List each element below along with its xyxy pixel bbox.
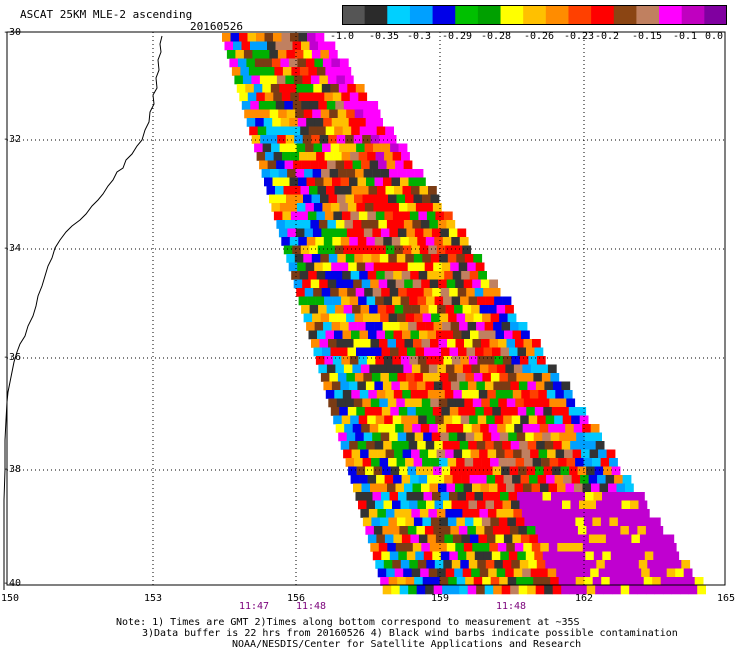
lat-tick-label: -34 — [3, 243, 22, 254]
lon-tick-label: 165 — [716, 593, 736, 604]
time-label: 11:48 — [495, 601, 527, 612]
lat-tick-label: -36 — [3, 352, 22, 363]
time-label: 11:48 — [295, 601, 327, 612]
map-date: 20160526 — [190, 20, 243, 33]
legend-color-swatch — [342, 5, 366, 25]
color-legend: -1.0 -0.35 -0.3 -0.29 -0.28 -0.26 -0.23 … — [330, 5, 728, 42]
footnote-line-1: Note: 1) Times are GMT 2)Times along bot… — [116, 617, 580, 628]
footnote-line-2: 3)Data buffer is 22 hrs from 20160526 4)… — [142, 628, 678, 639]
lat-tick-label: -30 — [3, 27, 22, 38]
legend-label: 0.0 — [704, 31, 724, 42]
legend-color-swatch — [545, 5, 570, 25]
legend-color-swatch — [387, 5, 411, 25]
legend-label: -0.2 — [594, 31, 620, 42]
legend-label: -1.0 — [329, 31, 355, 42]
lat-lon-grid — [7, 32, 725, 585]
legend-color-swatch — [636, 5, 660, 25]
legend-label: -0.26 — [523, 31, 555, 42]
lon-tick-label: 162 — [574, 593, 594, 604]
legend-color-swatch — [568, 5, 592, 25]
color-legend-bar — [342, 5, 728, 25]
scatterometer-swath — [222, 33, 706, 595]
footnote-line-3: NOAA/NESDIS/Center for Satellite Applica… — [232, 639, 582, 650]
legend-color-swatch — [455, 5, 479, 25]
legend-label: -0.28 — [480, 31, 512, 42]
legend-label: -0.15 — [631, 31, 663, 42]
legend-label: -0.1 — [672, 31, 698, 42]
legend-color-swatch — [591, 5, 615, 25]
legend-label: -0.3 — [406, 31, 432, 42]
legend-color-swatch — [500, 5, 524, 25]
coastline — [3, 35, 163, 590]
legend-color-swatch — [704, 5, 728, 25]
legend-label: -0.23 — [563, 31, 595, 42]
legend-color-swatch — [613, 5, 638, 25]
legend-color-swatch — [659, 5, 683, 25]
lat-tick-label: -38 — [3, 464, 22, 475]
lat-tick-label: -32 — [3, 134, 22, 145]
map-title: ASCAT 25KM MLE-2 ascending — [20, 8, 193, 21]
legend-label: -0.35 — [368, 31, 400, 42]
time-label: 11:47 — [238, 601, 270, 612]
lat-tick-label: -40 — [3, 578, 22, 589]
legend-label: -0.29 — [441, 31, 473, 42]
legend-color-swatch — [681, 5, 705, 25]
lon-tick-label: 153 — [143, 593, 163, 604]
legend-border — [342, 5, 727, 25]
map-frame — [6, 31, 726, 586]
legend-color-swatch — [523, 5, 547, 25]
legend-color-swatch — [364, 5, 388, 25]
legend-color-swatch — [477, 5, 502, 25]
lon-tick-label: 156 — [286, 593, 306, 604]
lon-tick-label: 150 — [0, 593, 20, 604]
legend-color-swatch — [409, 5, 434, 25]
legend-color-swatch — [432, 5, 456, 25]
lon-tick-label: 159 — [430, 593, 450, 604]
